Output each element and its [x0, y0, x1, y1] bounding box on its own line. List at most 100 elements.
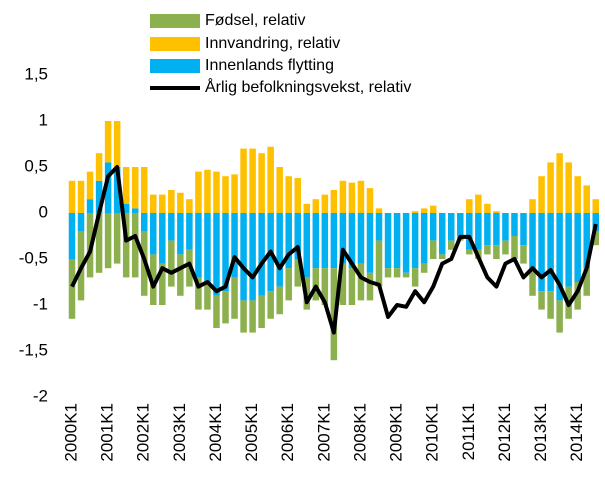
bar	[213, 295, 220, 328]
bar	[475, 213, 482, 250]
bar	[104, 121, 112, 163]
bar	[68, 259, 76, 319]
bar	[104, 162, 112, 213]
bar	[222, 291, 229, 324]
bar	[204, 282, 211, 310]
bar	[348, 213, 356, 269]
bar	[95, 180, 103, 213]
legend-label: Fødsel, relativ	[205, 12, 305, 29]
bar	[348, 182, 356, 213]
bar	[420, 263, 428, 273]
bar	[312, 213, 320, 269]
bar	[77, 213, 85, 232]
bar	[122, 203, 130, 213]
bar	[231, 213, 238, 278]
x-tick-label: 2006K1	[278, 403, 297, 462]
bar	[547, 291, 554, 319]
bar	[258, 213, 265, 296]
legend-swatch	[150, 14, 200, 28]
bar	[547, 213, 554, 292]
bar	[556, 153, 563, 213]
bar	[466, 199, 473, 213]
bar	[520, 245, 527, 264]
bar	[339, 263, 347, 305]
bar	[357, 213, 365, 264]
legend-label: Årlig befolkningsvekst, relativ	[205, 77, 411, 96]
bar	[466, 249, 473, 255]
x-tick-label: 2009K1	[387, 403, 406, 462]
y-tick-label: -1,5	[19, 340, 48, 359]
bar	[150, 213, 157, 255]
bar	[493, 245, 500, 259]
bar	[122, 213, 130, 278]
bar	[168, 190, 175, 213]
y-tick-label: 1	[39, 110, 48, 129]
bar	[222, 176, 229, 213]
bar	[583, 213, 590, 269]
bar	[592, 213, 599, 232]
x-tick-label: 2003K1	[170, 403, 189, 462]
bar	[393, 268, 401, 278]
bar	[213, 213, 220, 296]
bar	[556, 213, 563, 301]
bar	[493, 211, 500, 213]
x-tick-label: 2011K1	[459, 403, 478, 460]
bar	[321, 213, 329, 269]
x-tick-label: 2002K1	[134, 403, 153, 462]
bar	[502, 213, 509, 241]
bar	[195, 171, 202, 213]
bar	[285, 176, 292, 213]
bar	[538, 291, 545, 310]
bar	[411, 211, 419, 213]
y-tick-label: 0	[39, 202, 48, 221]
bar	[529, 199, 536, 213]
bar	[104, 213, 112, 269]
bar	[574, 176, 581, 213]
y-tick-label: -1	[33, 294, 48, 313]
bar	[131, 213, 139, 278]
bar	[150, 194, 157, 213]
legend-label: Innvandring, relativ	[205, 35, 340, 52]
bar	[168, 213, 175, 241]
bar	[68, 180, 76, 213]
x-tick-label: 2005K1	[242, 403, 261, 462]
bar	[592, 231, 599, 246]
bar	[511, 236, 518, 259]
bar	[348, 268, 356, 305]
bar	[294, 259, 301, 287]
bar	[140, 213, 148, 232]
bar	[547, 162, 554, 213]
line	[70, 165, 598, 335]
x-tick-label: 2001K1	[98, 403, 117, 462]
bar	[466, 213, 473, 250]
bar	[511, 213, 518, 236]
bar	[312, 268, 320, 301]
bar	[429, 213, 437, 241]
bar	[303, 203, 311, 213]
bar	[411, 268, 419, 287]
bar	[285, 213, 292, 269]
bar	[339, 213, 347, 264]
bar	[177, 213, 184, 255]
bar	[186, 213, 193, 250]
bar	[267, 146, 274, 213]
bar	[538, 176, 545, 213]
bar	[366, 188, 374, 213]
bar	[240, 148, 247, 213]
y-tick-label: -2	[33, 386, 48, 405]
bar	[357, 180, 365, 213]
bar	[113, 121, 121, 167]
bar	[131, 167, 139, 209]
bar	[267, 291, 274, 319]
legend-swatch	[150, 37, 200, 51]
bar	[276, 167, 283, 213]
bar	[240, 300, 247, 333]
bar	[538, 213, 545, 292]
x-tick-label: 2012K1	[495, 403, 514, 462]
y-tick-label: 1,5	[24, 64, 48, 83]
bar	[258, 153, 265, 213]
bar	[86, 199, 94, 213]
bar	[529, 213, 536, 269]
bar	[592, 199, 599, 213]
bar	[574, 213, 581, 282]
